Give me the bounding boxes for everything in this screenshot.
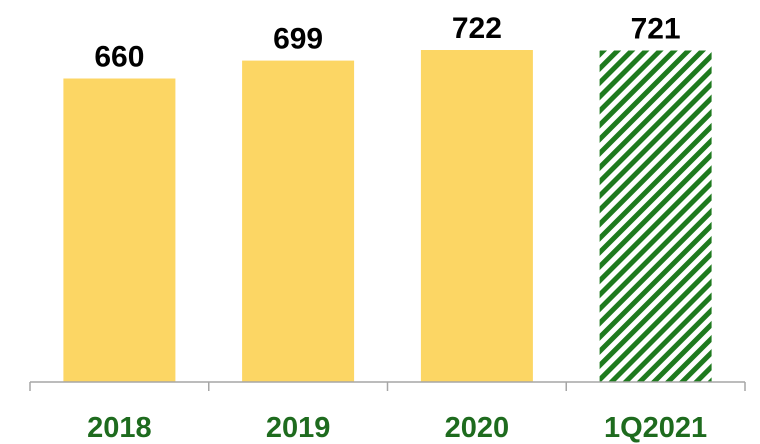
- value-label-2019: 699: [273, 23, 323, 56]
- value-labels-group: 660 699 722 721: [94, 12, 680, 74]
- category-labels-group: 2018 2019 2020 1Q2021: [87, 412, 707, 444]
- value-label-2018: 660: [94, 41, 144, 74]
- category-label-1q2021: 1Q2021: [604, 412, 707, 444]
- bars-group: [63, 50, 712, 382]
- category-label-2020: 2020: [445, 412, 510, 444]
- category-label-2019: 2019: [266, 412, 331, 444]
- x-axis: [29, 381, 746, 391]
- value-label-2020: 722: [452, 12, 502, 45]
- bar-2019: [242, 60, 355, 382]
- category-label-2018: 2018: [87, 412, 152, 444]
- value-label-1q2021: 721: [631, 13, 681, 46]
- bar-2020: [420, 50, 533, 382]
- bar-2018: [63, 78, 176, 382]
- bar-1q2021: [599, 50, 712, 382]
